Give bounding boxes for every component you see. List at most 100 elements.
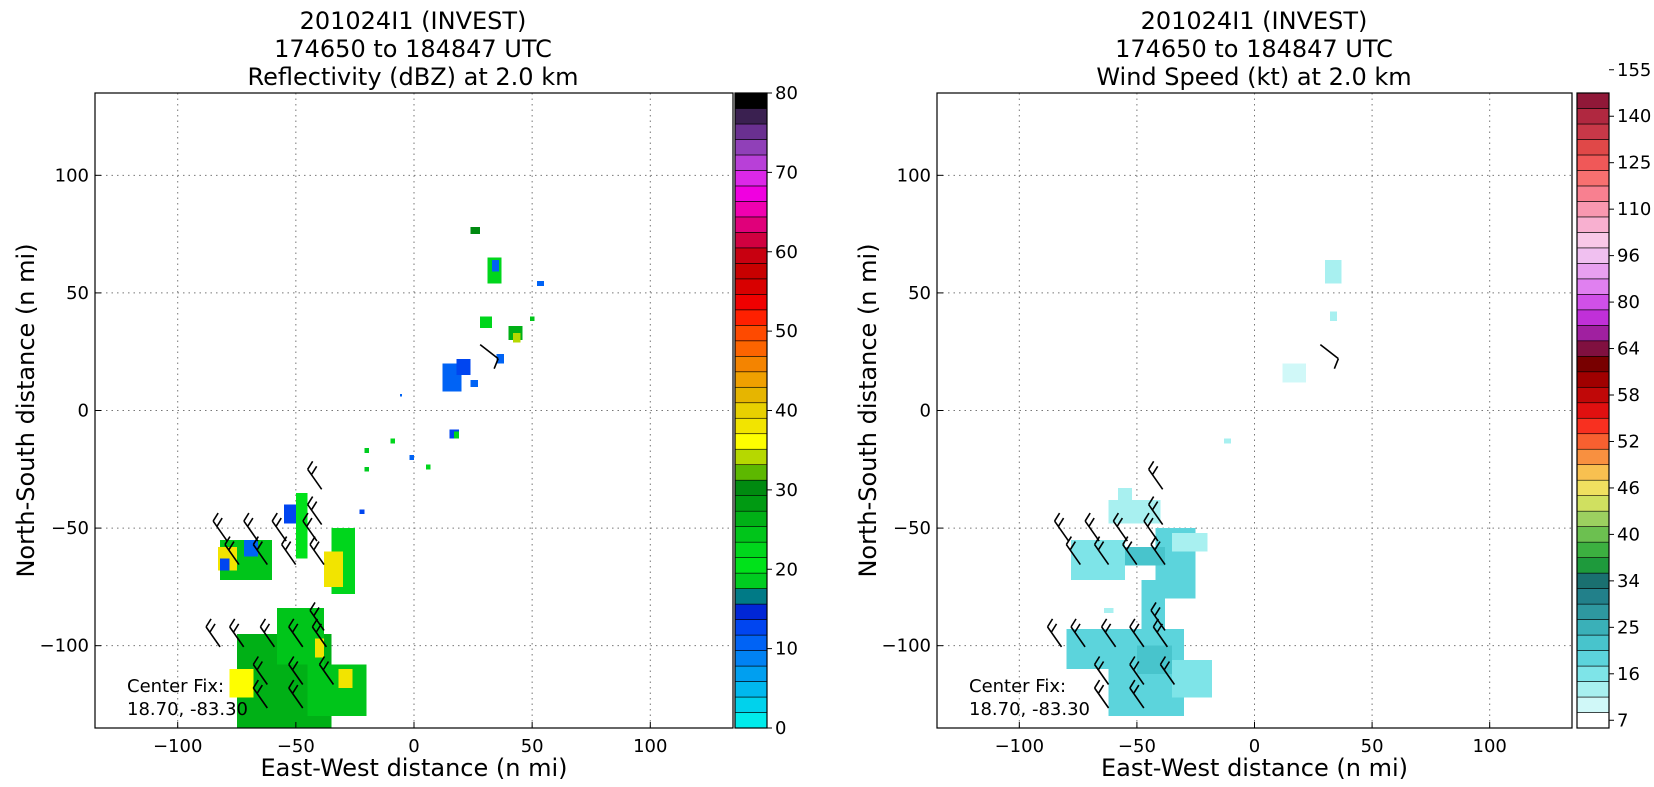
chart-1-ytick-label-0: −100 xyxy=(40,636,89,657)
chart-2-wind-barb-shaft-2 xyxy=(1053,520,1070,542)
chart-2-wind-barb-shaft-0 xyxy=(1148,468,1164,490)
chart-1-colorbar-swatch-2 xyxy=(734,681,768,698)
chart-1-wind-barb-flag-a-10 xyxy=(309,601,316,611)
chart-1-wind-barb-14 xyxy=(288,618,304,648)
chart-2-colorbar-swatch-38 xyxy=(1576,123,1610,140)
chart-2-wind-barb-shaft-15 xyxy=(1152,626,1169,648)
chart-2-colorbar-swatch-29 xyxy=(1576,263,1610,280)
chart-1-wind-barb-flag-a-1 xyxy=(306,496,314,505)
chart-2-wind-barb-shaft-4 xyxy=(1112,520,1129,542)
chart-2-colorbar-swatch-28 xyxy=(1576,278,1610,295)
chart-2-wind-barb-shaft-13 xyxy=(1100,626,1117,648)
chart-1-wind-barb-flag-a-16 xyxy=(252,656,259,665)
chart-2-title-line-2: 174650 to 184847 UTC xyxy=(1115,35,1393,63)
chart-2-region-0 xyxy=(1118,488,1133,500)
chart-2-colorbar-swatch-15 xyxy=(1576,479,1610,496)
chart-1-wind-barb-flag-a-3 xyxy=(243,512,250,522)
chart-1-colorbar-label-6: 60 xyxy=(775,242,798,263)
chart-2-colorbar-swatch-37 xyxy=(1576,139,1610,156)
chart-1-title-line-1: 201024I1 (INVEST) xyxy=(300,7,527,35)
chart-2-wind-barb-flag-21 xyxy=(1333,358,1340,369)
chart-2-wind-barb-shaft-21 xyxy=(1319,344,1339,360)
chart-1-wind-barb-shaft-2 xyxy=(212,520,228,542)
chart-1-colorbar-swatch-36 xyxy=(734,154,768,171)
chart-1-region-7 xyxy=(324,551,344,587)
chart-1-region-8 xyxy=(314,638,325,658)
chart-1-wind-barb-shaft-16 xyxy=(252,664,268,685)
chart-1-wind-barb-flag-b-13 xyxy=(263,623,271,633)
chart-2-colorbar-swatch-32 xyxy=(1576,216,1610,233)
chart-1-wind-barb-shaft-0 xyxy=(307,468,323,490)
chart-2-wind-barb-shaft-1 xyxy=(1148,504,1164,526)
chart-2-wind-barb-flag-a-8 xyxy=(1122,536,1129,545)
chart-1-colorbar-swatch-30 xyxy=(734,247,768,264)
chart-2-x-axis-label: East-West distance (n mi) xyxy=(1101,754,1408,782)
chart-1-colorbar-swatch-10 xyxy=(734,557,768,574)
chart-2-wind-barb-shaft-18 xyxy=(1159,664,1176,685)
chart-2-wind-barb-flag-a-18 xyxy=(1159,656,1167,665)
chart-1-colorbar-swatch-12 xyxy=(734,526,768,543)
chart-2-colorbar-swatch-30 xyxy=(1576,247,1610,264)
chart-1-wind-barb-flag-a-4 xyxy=(271,512,278,522)
chart-1-wind-barb-flag-a-2 xyxy=(212,512,219,522)
chart-2-wind-barb-17 xyxy=(1129,656,1145,685)
chart-1-colorbar-swatch-34 xyxy=(734,185,768,202)
chart-2-wind-barb-flag-a-15 xyxy=(1152,618,1160,628)
chart-1-colorbar-swatch-21 xyxy=(734,386,768,404)
chart-2-wind-barb-shaft-6 xyxy=(1065,544,1082,566)
chart-1-colorbar-swatch-19 xyxy=(734,417,768,435)
chart-1-wind-barb-15 xyxy=(311,618,328,648)
chart-1-region-21 xyxy=(529,316,535,322)
chart-1-region-30 xyxy=(425,464,431,470)
chart-2-wind-barb-flag-a-10 xyxy=(1150,601,1157,611)
chart-2-colorbar-label-8: 64 xyxy=(1617,339,1640,360)
chart-2-colorbar-swatch-21 xyxy=(1576,386,1610,404)
chart-2-wind-barb-flag-a-6 xyxy=(1065,536,1073,545)
chart-2-colorbar-swatch-20 xyxy=(1576,402,1610,419)
chart-1-wind-barb-shaft-20 xyxy=(288,687,304,709)
chart-1-wind-barb-0 xyxy=(306,460,323,490)
chart-1-colorbar-swatch-27 xyxy=(734,294,768,311)
chart-1-wind-barb-21 xyxy=(479,344,499,369)
chart-2-colorbar-swatch-17 xyxy=(1576,448,1610,466)
chart-1-ytick-label-3: 50 xyxy=(66,283,89,304)
chart-1-wind-barb-flag-a-20 xyxy=(288,679,295,689)
chart-1-wind-barb-shaft-19 xyxy=(252,687,268,709)
chart-2-wind-barb-15 xyxy=(1152,618,1169,648)
chart-2-ytick-label-1: −50 xyxy=(893,518,931,539)
chart-1-region-31 xyxy=(364,466,370,472)
chart-1-colorbar-swatch-25 xyxy=(734,325,768,342)
chart-1-colorbar-label-2: 20 xyxy=(775,559,798,580)
chart-1-wind-barb-flag-b-9 xyxy=(313,541,320,550)
chart-2-colorbar-swatch-23 xyxy=(1576,355,1610,373)
chart-1-wind-barb-flag-b-16 xyxy=(256,661,263,670)
chart-1-region-34 xyxy=(399,394,403,397)
chart-2-region-8 xyxy=(1136,645,1173,674)
chart-2-colorbar-label-0: 7 xyxy=(1617,710,1628,731)
chart-1-wind-barb-1 xyxy=(306,496,323,526)
chart-1-wind-barb-flag-b-14 xyxy=(292,623,299,633)
chart-2-colorbar-swatch-22 xyxy=(1576,371,1610,388)
chart-2-colorbar-swatch-7 xyxy=(1576,603,1610,620)
chart-2-colorbar-swatch-4 xyxy=(1576,650,1610,667)
chart-2-region-13 xyxy=(1282,363,1307,383)
chart-2-wind-barb-shaft-11 xyxy=(1046,626,1063,648)
chart-2-wind-barb-16 xyxy=(1093,656,1110,685)
chart-1-wind-barb-flag-a-8 xyxy=(280,536,288,545)
chart-2-title-line-3: Wind Speed (kt) at 2.0 km xyxy=(1096,63,1411,91)
chart-1-colorbar-label-4: 40 xyxy=(775,401,798,422)
chart-1-colorbar-swatch-3 xyxy=(734,665,768,682)
chart-2-wind-barb-flag-b-19 xyxy=(1097,684,1105,694)
chart-1-colorbar-label-0: 0 xyxy=(775,718,786,739)
chart-1-wind-barb-11 xyxy=(205,618,221,648)
chart-1-wind-barb-13 xyxy=(259,618,276,648)
chart-1-wind-barb-flag-b-17 xyxy=(292,661,299,670)
chart-2-colorbar-swatch-35 xyxy=(1576,170,1610,187)
chart-1-wind-barb-19 xyxy=(252,679,268,709)
chart-2-region-1 xyxy=(1108,499,1161,524)
chart-1-center-fix-line-2: 18.70, -83.30 xyxy=(127,699,248,720)
chart-2-colorbar-swatch-13 xyxy=(1576,510,1610,527)
chart-1-wind-barb-flag-b-2 xyxy=(216,517,223,527)
chart-1-region-15 xyxy=(491,259,500,272)
chart-1-wind-barb-shaft-17 xyxy=(288,664,304,685)
